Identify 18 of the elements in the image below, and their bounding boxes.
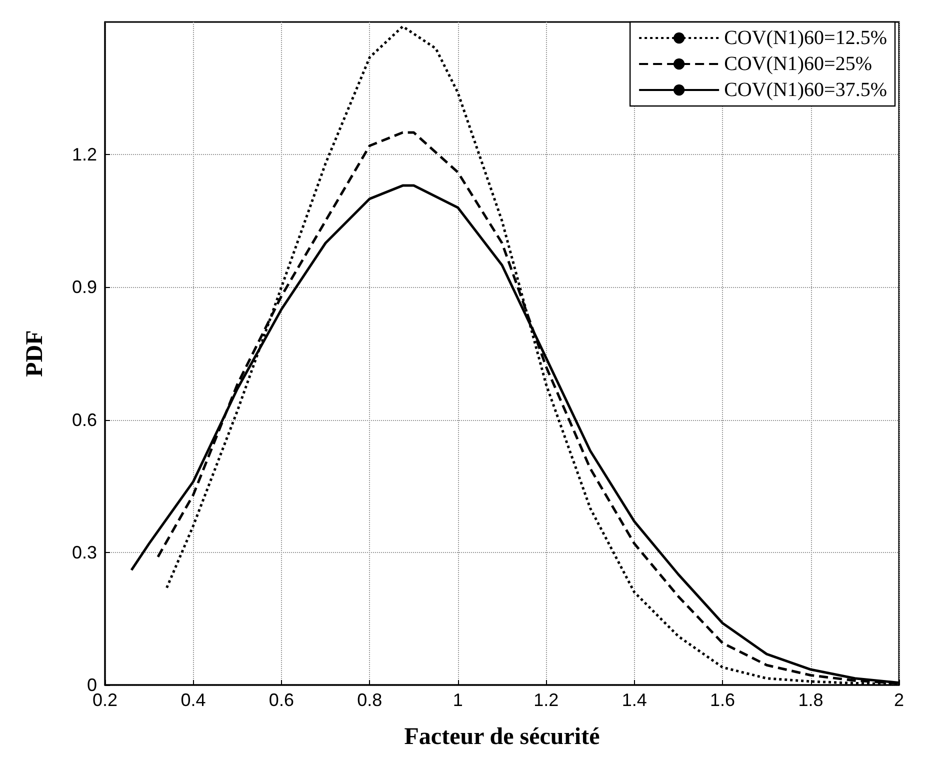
y-tick-label: 0.9 [72, 277, 97, 298]
y-tick-label: 1.2 [72, 144, 97, 165]
y-tick-label: 0.6 [72, 410, 97, 430]
legend-label: COV(N1)60=37.5% [724, 79, 888, 101]
y-tick-label: 0.3 [72, 542, 97, 562]
legend-label: COV(N1)60=12.5% [724, 27, 888, 49]
legend-label: COV(N1)60=25% [724, 53, 872, 75]
x-tick-label: 1.6 [710, 690, 736, 710]
x-tick-label: 1.2 [534, 690, 559, 710]
x-tick-label: 0.4 [180, 690, 206, 710]
x-tick-label: 0.8 [357, 690, 382, 710]
x-tick-label: 0.6 [268, 690, 294, 710]
x-tick-label: 1.8 [798, 690, 824, 710]
x-tick-label: 1.4 [622, 690, 647, 710]
y-axis-title: PDF [22, 330, 48, 377]
x-tick-label: 2 [894, 690, 904, 710]
x-tick-label: 1 [452, 690, 463, 710]
x-axis-title: Facteur de sécurité [404, 724, 600, 750]
